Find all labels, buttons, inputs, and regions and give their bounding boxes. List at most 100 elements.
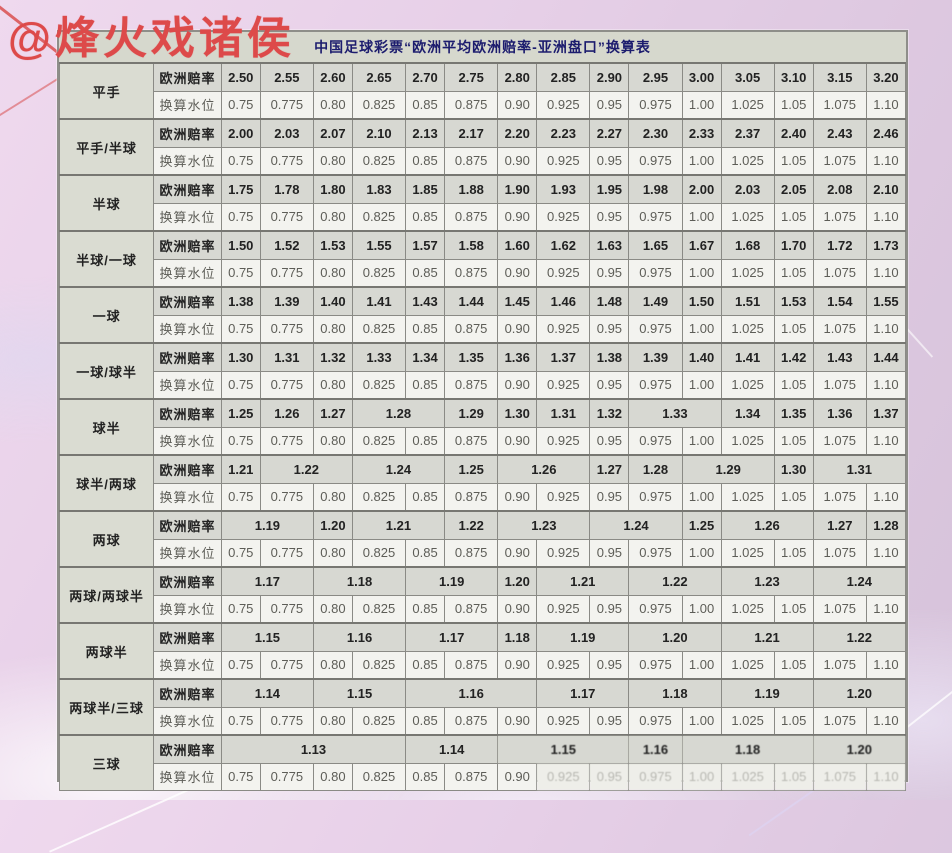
water-cell: 1.05 bbox=[773, 90, 814, 120]
water-cell: 1.025 bbox=[720, 482, 775, 512]
odds-cell: 1.19 bbox=[720, 678, 814, 708]
water-cell: 0.775 bbox=[259, 426, 314, 456]
water-cell: 1.10 bbox=[865, 706, 907, 736]
odds-cell: 1.20 bbox=[628, 622, 722, 652]
water-cell: 1.10 bbox=[865, 146, 907, 176]
table-row-water: 换算水位 0.75 0.775 0.80 0.825 0.85 0.875 0.90 0.925… bbox=[60, 650, 907, 680]
odds-cell: 2.30 bbox=[628, 118, 683, 148]
odds-cell: 1.26 bbox=[259, 398, 314, 428]
water-cell: 1.05 bbox=[773, 594, 814, 624]
water-cell: 0.75 bbox=[220, 314, 261, 344]
odds-cell: 2.95 bbox=[628, 62, 683, 92]
handicap-label: 平手 bbox=[58, 62, 155, 120]
odds-cell: 1.52 bbox=[259, 230, 314, 260]
odds-cell: 3.15 bbox=[812, 62, 867, 92]
water-cell: 1.075 bbox=[812, 258, 867, 288]
water-cell: 0.975 bbox=[628, 482, 683, 512]
water-cell: 0.975 bbox=[628, 314, 683, 344]
water-cell: 0.825 bbox=[351, 258, 407, 288]
odds-cell: 1.88 bbox=[444, 174, 499, 204]
handicap-label: 两球 bbox=[58, 510, 155, 568]
water-cell: 0.775 bbox=[259, 706, 314, 736]
handicap-label: 半球/一球 bbox=[58, 230, 155, 288]
handicap-label: 一球/球半 bbox=[58, 342, 155, 400]
odds-cell: 1.15 bbox=[220, 622, 314, 652]
odds-cell: 1.35 bbox=[444, 342, 499, 372]
row-header-european-odds: 欧洲赔率 bbox=[153, 62, 222, 92]
water-cell: 0.85 bbox=[405, 426, 446, 456]
odds-cell: 1.63 bbox=[589, 230, 630, 260]
water-cell: 0.85 bbox=[405, 90, 446, 120]
table-row-odds: 一球 欧洲赔率 1.38 1.39 1.40 1.41 1.43 1.44 1.45 1.46 1.… bbox=[58, 286, 907, 344]
odds-cell: 1.19 bbox=[405, 566, 499, 596]
table-row-odds: 一球/球半 欧洲赔率 1.30 1.31 1.32 1.33 1.34 1.35 1.36 1.3… bbox=[58, 342, 907, 400]
row-header-european-odds: 欧洲赔率 bbox=[153, 286, 222, 316]
water-cell: 1.075 bbox=[812, 314, 867, 344]
table-row-odds: 平手/半球 欧洲赔率 2.00 2.03 2.07 2.10 2.13 2.17 2.20 2.2… bbox=[58, 118, 907, 176]
odds-cell: 1.53 bbox=[773, 286, 814, 316]
water-cell: 1.05 bbox=[773, 482, 814, 512]
odds-cell: 1.57 bbox=[405, 230, 446, 260]
odds-cell: 1.83 bbox=[351, 174, 407, 204]
odds-cell: 1.43 bbox=[405, 286, 446, 316]
water-cell: 0.80 bbox=[312, 650, 353, 680]
handicap-label: 三球 bbox=[58, 734, 155, 791]
water-cell: 0.95 bbox=[589, 538, 630, 568]
odds-cell: 1.21 bbox=[220, 454, 261, 484]
odds-cell: 1.55 bbox=[865, 286, 907, 316]
water-cell: 1.075 bbox=[812, 426, 867, 456]
table-row-water: 换算水位 0.75 0.775 0.80 0.825 0.85 0.875 0.90 0.925… bbox=[60, 706, 907, 736]
water-cell: 1.10 bbox=[865, 762, 907, 791]
handicap-label: 两球/两球半 bbox=[58, 566, 155, 624]
odds-cell: 1.54 bbox=[812, 286, 867, 316]
water-cell: 0.925 bbox=[536, 594, 591, 624]
odds-cell: 1.42 bbox=[773, 342, 814, 372]
water-cell: 1.05 bbox=[773, 762, 814, 791]
water-cell: 0.925 bbox=[536, 706, 591, 736]
odds-cell: 2.46 bbox=[865, 118, 907, 148]
odds-cell: 1.40 bbox=[681, 342, 722, 372]
odds-cell: 1.67 bbox=[681, 230, 722, 260]
odds-cell: 2.70 bbox=[405, 62, 446, 92]
handicap-label: 球半/两球 bbox=[58, 454, 155, 512]
table-row-water: 换算水位 0.75 0.775 0.80 0.825 0.85 0.875 0.90 0.925… bbox=[60, 538, 907, 568]
water-cell: 0.80 bbox=[312, 370, 353, 400]
water-cell: 0.925 bbox=[536, 650, 591, 680]
odds-cell: 2.65 bbox=[351, 62, 407, 92]
row-header-european-odds: 欧洲赔率 bbox=[153, 678, 222, 708]
water-cell: 0.80 bbox=[312, 762, 353, 791]
odds-cell: 1.60 bbox=[497, 230, 538, 260]
water-cell: 1.075 bbox=[812, 146, 867, 176]
water-cell: 0.95 bbox=[589, 426, 630, 456]
odds-cell: 1.80 bbox=[312, 174, 353, 204]
water-cell: 0.975 bbox=[628, 146, 683, 176]
odds-cell: 1.17 bbox=[536, 678, 630, 708]
odds-cell: 1.25 bbox=[220, 398, 261, 428]
odds-cell: 1.16 bbox=[312, 622, 407, 652]
water-cell: 0.875 bbox=[444, 538, 499, 568]
water-cell: 0.925 bbox=[536, 146, 591, 176]
odds-cell: 2.40 bbox=[773, 118, 814, 148]
odds-cell: 1.15 bbox=[312, 678, 407, 708]
odds-cell: 1.46 bbox=[536, 286, 591, 316]
odds-cell: 1.27 bbox=[589, 454, 630, 484]
row-header-water-level: 换算水位 bbox=[153, 370, 222, 400]
odds-cell: 2.10 bbox=[865, 174, 907, 204]
water-cell: 0.80 bbox=[312, 594, 353, 624]
table-row-water: 换算水位 0.75 0.775 0.80 0.825 0.85 0.875 0.90 0.925… bbox=[60, 594, 907, 624]
water-cell: 1.025 bbox=[720, 706, 775, 736]
water-cell: 0.925 bbox=[536, 258, 591, 288]
odds-cell: 1.62 bbox=[536, 230, 591, 260]
odds-cell: 1.24 bbox=[351, 454, 446, 484]
water-cell: 0.925 bbox=[536, 370, 591, 400]
odds-cell: 1.40 bbox=[312, 286, 353, 316]
odds-cell: 1.15 bbox=[497, 734, 630, 764]
odds-cell: 2.90 bbox=[589, 62, 630, 92]
water-cell: 0.75 bbox=[220, 762, 261, 791]
water-cell: 0.825 bbox=[351, 538, 407, 568]
water-cell: 1.025 bbox=[720, 426, 775, 456]
odds-cell: 1.90 bbox=[497, 174, 538, 204]
odds-cell: 2.08 bbox=[812, 174, 867, 204]
water-cell: 0.90 bbox=[497, 650, 538, 680]
water-cell: 0.975 bbox=[628, 90, 683, 120]
